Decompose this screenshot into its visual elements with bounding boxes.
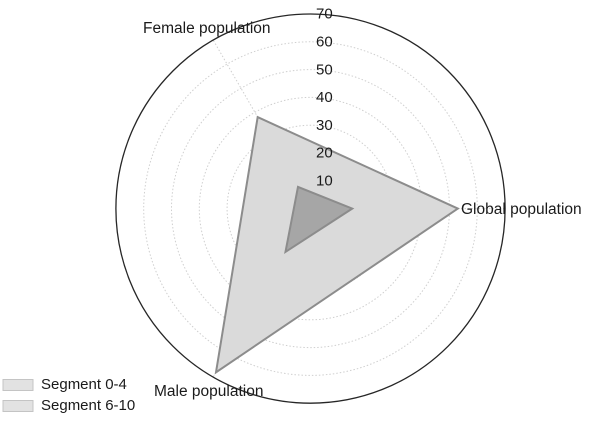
svg-text:10: 10 <box>316 173 333 190</box>
svg-text:60: 60 <box>316 34 333 51</box>
svg-text:Segment 6-10: Segment 6-10 <box>41 397 135 414</box>
svg-text:20: 20 <box>316 145 333 162</box>
svg-text:40: 40 <box>316 89 333 106</box>
svg-text:Global population: Global population <box>461 201 582 218</box>
svg-text:30: 30 <box>316 117 333 134</box>
svg-text:50: 50 <box>316 61 333 78</box>
svg-text:Male population: Male population <box>154 383 263 400</box>
svg-text:Segment 0-4: Segment 0-4 <box>41 376 127 393</box>
svg-text:Female population: Female population <box>143 20 271 37</box>
svg-text:70: 70 <box>316 6 333 23</box>
